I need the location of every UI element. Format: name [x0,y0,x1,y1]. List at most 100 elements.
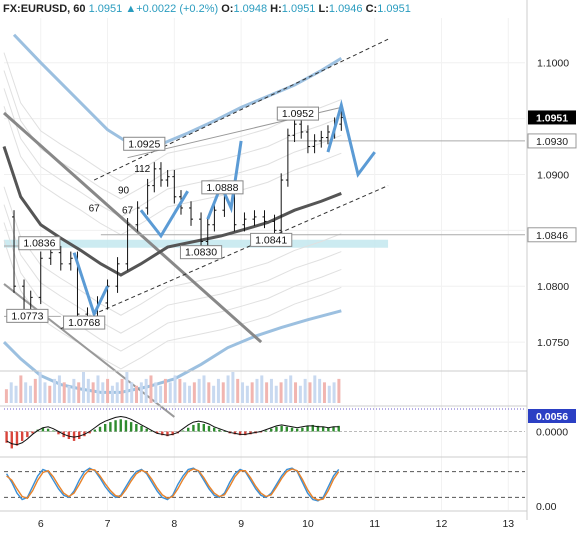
macd-histogram-bar [166,431,169,437]
volume-bar [274,385,278,403]
macd-histogram-bar [93,429,97,432]
volume-bar [226,375,230,403]
macd-signal-line [6,415,339,446]
macd-histogram-bar [114,420,117,432]
volume-bar [57,375,61,403]
level-tag-box [527,133,577,149]
volume-bar [77,382,81,403]
volume-bar [269,378,273,403]
price-label-box [276,106,319,121]
y-tick-label: 1.1000 [537,58,569,70]
macd-zero-label: 0.0000 [536,427,568,439]
price-label: 1.0925 [128,138,160,150]
price-change: +0.0022 (+0.2%) [136,3,219,15]
price-label-box [250,232,293,247]
volume-bar [53,378,57,403]
volume-bar [110,385,114,403]
macd-histogram-bar [332,426,335,432]
macd-histogram-bar [218,429,221,432]
volume-bar [265,382,269,403]
volume-bar [332,382,336,403]
macd-histogram-bar [212,427,216,432]
macd-histogram-bar [46,428,50,432]
macd-histogram-bar [244,431,247,436]
price-label: 1.0888 [206,182,238,194]
macd-histogram-bar [202,423,205,432]
volume-bar [4,389,8,403]
volume-bar [24,382,28,403]
volume-bar [91,382,95,403]
volume-bar [212,385,216,403]
envelope-line [3,222,342,352]
close-value: 1.0951 [377,3,411,15]
macd-histogram-bar [31,431,34,434]
volume-bar [135,385,139,403]
close-label: C: [365,3,378,15]
macd-histogram-bar [109,422,112,432]
volume-bar [120,378,124,403]
volume-bar [48,385,52,403]
volume-bar [202,375,206,403]
macd-histogram-bar [78,431,81,440]
symbol-name: FX:EURUSD, 60 [3,3,86,15]
volume-bar [322,382,326,403]
volume-bar [255,378,259,403]
macd-value-tag [528,409,576,423]
volume-bar [173,375,177,403]
volume-bar [106,378,110,403]
macd-histogram-bar [306,425,309,432]
macd-histogram-bar [270,428,273,432]
macd-histogram-bar [72,431,76,441]
macd-histogram-bar [155,431,159,434]
envelope-line [3,186,342,316]
macd-histogram-bar [124,420,128,432]
macd-histogram-bar [337,425,340,432]
volume-bar [313,375,317,403]
annotation-label: 90 [118,185,130,196]
macd-histogram-bar [161,431,164,436]
volume-bar [154,382,158,403]
support-band [4,239,389,248]
x-tick-label: 9 [238,518,244,530]
volume-bar [159,385,163,403]
volume-bar [86,378,90,403]
y-tick-label: 1.0750 [537,337,569,349]
macd-histogram-bar [311,424,314,432]
volume-bar [33,378,37,403]
stoch-k-line [5,467,340,502]
macd-histogram-bar [296,428,299,432]
volume-bar [192,382,196,403]
volume-bar [43,382,47,403]
macd-histogram-bar [140,425,143,432]
projection-path [326,99,376,178]
channel-lower-line [60,185,389,330]
projection-path [139,190,189,239]
price-label: 1.0841 [255,234,287,246]
channel-upper-line [93,38,389,181]
envelope-line [3,240,342,370]
macd-histogram-bar [15,431,19,446]
volume-bar [62,382,66,403]
high-label: H: [270,3,282,15]
price-label: 1.0773 [11,310,43,322]
volume-bar [163,378,167,403]
x-tick-label: 12 [436,518,448,530]
macd-histogram-bar [187,427,190,432]
macd-histogram-bar [207,425,211,432]
volume-bar [149,375,153,403]
volume-bar [221,382,225,403]
volume-bar [279,382,283,403]
x-tick-label: 6 [38,518,44,530]
volume-bar [19,375,23,403]
macd-histogram-bar [145,428,148,432]
macd-histogram-bar [67,431,71,440]
macd-histogram-bar [41,427,45,432]
price-label-box [63,315,106,330]
y-tick-label: 1.0800 [537,281,569,293]
macd-histogram-bar [26,431,29,438]
stoch-d-line [6,468,340,501]
macd-histogram-bar [223,431,226,432]
y-tick-label: 1.0900 [537,169,569,181]
macd-histogram-bar [290,427,294,432]
